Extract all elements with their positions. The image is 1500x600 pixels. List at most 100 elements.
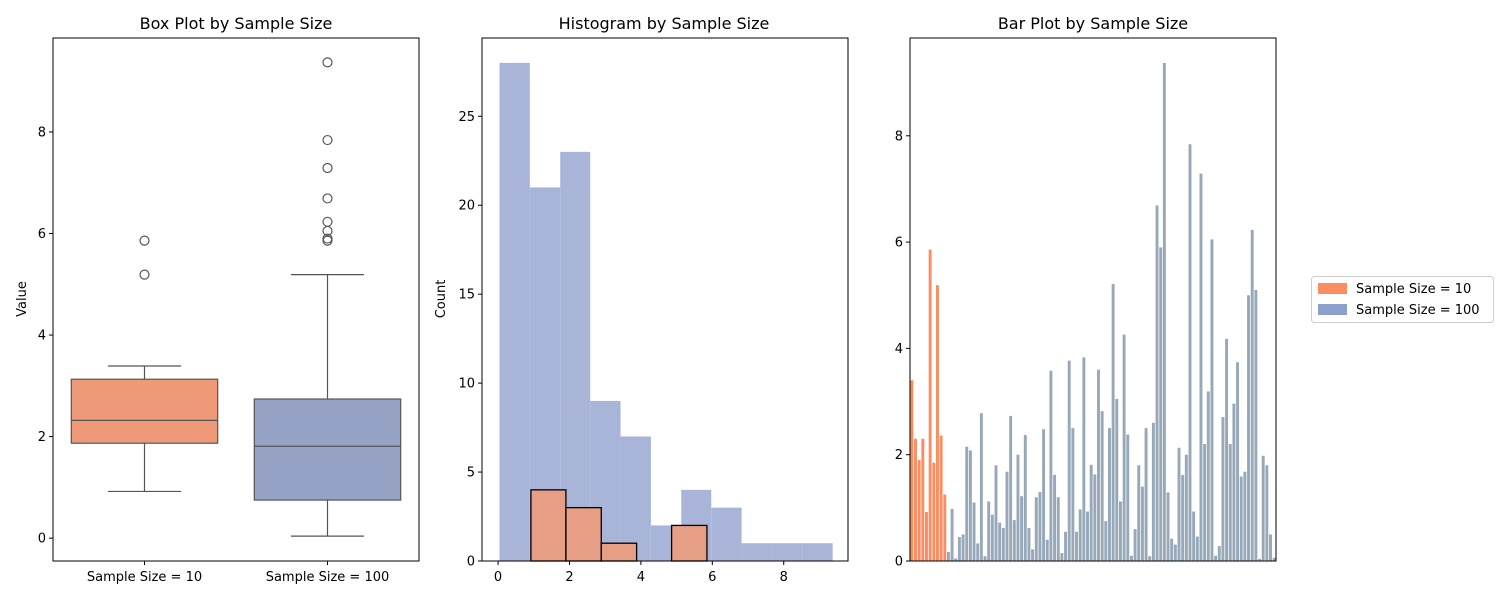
bar-large — [1031, 549, 1035, 561]
bar-large — [1258, 558, 1261, 561]
box-xtick-label: Sample Size = 10 — [87, 570, 202, 585]
box-ytick-label: 2 — [38, 430, 46, 445]
bar-large — [968, 450, 972, 561]
bar-large — [1118, 501, 1122, 561]
histogram-xtick-label: 8 — [780, 570, 788, 585]
bar-large — [1254, 289, 1258, 561]
histogram-bar-large — [499, 62, 530, 562]
bar-large — [1170, 538, 1174, 561]
bar-large — [1155, 205, 1159, 562]
bar-large — [1016, 454, 1020, 561]
bar-large — [983, 556, 987, 561]
bar-large — [990, 514, 994, 561]
bar-large — [1272, 557, 1276, 561]
histogram-ytick-label: 0 — [467, 555, 475, 570]
histogram-xtick-label: 2 — [565, 570, 573, 585]
bar-large — [957, 537, 961, 561]
box-plot-axes: Sample Size = 10 Sample Size = 100 0 2 4 6 8 — [38, 125, 390, 585]
box-flier — [322, 162, 333, 174]
bar-large — [1184, 454, 1188, 561]
bar-large — [1166, 492, 1170, 561]
histogram-bar-small — [565, 506, 602, 562]
histogram-ytick-label: 15 — [458, 288, 475, 303]
bar-large — [1005, 471, 1009, 561]
bar-large — [1162, 62, 1166, 562]
bar-ytick-label: 0 — [895, 555, 903, 570]
bar-large — [1093, 474, 1097, 561]
histogram-ytick-label: 20 — [458, 199, 475, 214]
bar-large — [1144, 428, 1148, 561]
bar-large — [1221, 416, 1225, 561]
bar-large — [1049, 370, 1053, 561]
bar-large — [1009, 415, 1013, 561]
bar-large — [976, 543, 980, 561]
bar-small — [943, 494, 947, 561]
bar-large — [1232, 403, 1236, 561]
box-ytick-label: 8 — [38, 125, 46, 140]
bar-large — [1086, 511, 1089, 561]
bar-large — [1075, 531, 1078, 561]
bar-plot-panel: Bar Plot by Sample Size 0 2 4 6 8 — [895, 14, 1277, 570]
bar-large — [946, 551, 950, 561]
bar-large — [1199, 173, 1203, 561]
bar-large — [1067, 360, 1071, 561]
bar-large — [1225, 338, 1229, 561]
histogram-bar-small — [670, 524, 708, 562]
box-plot-panel: Box Plot by Sample Size Value Sample Siz… — [15, 14, 420, 585]
bar-large — [1269, 534, 1272, 561]
histogram-ytick-label: 5 — [467, 466, 475, 481]
bar-small — [917, 460, 921, 561]
box-plot-marks — [70, 57, 402, 537]
bar-large — [998, 522, 1002, 561]
bar-large — [1148, 556, 1152, 561]
bar-large — [1265, 465, 1269, 561]
bar-large — [1001, 528, 1005, 561]
legend-label-small: Sample Size = 10 — [1356, 282, 1471, 297]
histogram-bar-large — [771, 543, 803, 561]
box-flier — [139, 269, 150, 280]
histogram-bar-large — [620, 436, 651, 561]
histogram-xtick-label: 6 — [708, 570, 716, 585]
legend: Sample Size = 10 Sample Size = 100 — [1311, 276, 1494, 323]
bar-large — [1056, 497, 1060, 561]
bar-ytick-label: 6 — [895, 236, 903, 251]
bar-large — [1140, 486, 1144, 561]
bar-large — [1078, 509, 1082, 561]
bar-large — [1188, 144, 1192, 561]
box-plot-frame — [52, 37, 420, 562]
bar-large — [1214, 555, 1218, 561]
bar-large — [1071, 428, 1075, 561]
bar-large — [1137, 465, 1141, 561]
histogram-frame — [481, 37, 849, 562]
bar-large — [1129, 555, 1133, 561]
bar-large — [1173, 544, 1177, 561]
bar-small — [932, 462, 936, 561]
box-plot-title: Box Plot by Sample Size — [140, 14, 333, 33]
histogram-bar-large — [802, 543, 833, 561]
bar-large — [1126, 434, 1130, 561]
legend-frame — [1311, 276, 1494, 323]
box-iqr — [253, 398, 402, 501]
bar-large — [1100, 411, 1104, 561]
bar-small — [921, 438, 925, 561]
box-xtick-label: Sample Size = 100 — [266, 570, 390, 585]
bar-ytick-label: 8 — [895, 129, 903, 144]
box-flier — [322, 193, 333, 204]
legend-label-large: Sample Size = 100 — [1356, 303, 1480, 318]
bar-small — [925, 512, 928, 561]
bar-large — [965, 446, 969, 561]
bar-large — [1159, 247, 1163, 561]
bar-large — [1243, 471, 1247, 561]
legend-swatch-small — [1318, 283, 1347, 294]
bar-large — [1181, 474, 1185, 561]
bar-large — [1108, 428, 1111, 561]
bar-large — [1195, 536, 1199, 561]
box-flier — [322, 235, 333, 246]
histogram-marks — [499, 62, 833, 562]
histogram-ylabel: Count — [434, 280, 449, 319]
box-flier — [322, 134, 333, 146]
bar-large — [961, 534, 965, 561]
histogram-bar-small — [530, 489, 567, 562]
bar-large — [1228, 444, 1232, 561]
